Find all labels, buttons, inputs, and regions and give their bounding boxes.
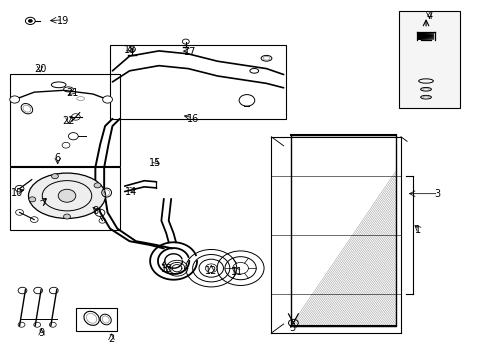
Circle shape <box>63 214 70 219</box>
Text: 12: 12 <box>204 266 217 276</box>
Text: 14: 14 <box>124 186 137 197</box>
Text: 13: 13 <box>161 264 173 274</box>
Text: 10: 10 <box>11 188 23 198</box>
Text: 20: 20 <box>34 64 46 74</box>
Bar <box>398 11 459 108</box>
Text: 17: 17 <box>183 47 196 57</box>
Text: 21: 21 <box>66 88 79 98</box>
Circle shape <box>29 197 36 202</box>
Text: 19: 19 <box>56 16 69 26</box>
Circle shape <box>102 96 112 103</box>
Text: 5: 5 <box>289 323 295 333</box>
Bar <box>76 308 117 331</box>
Bar <box>290 135 395 326</box>
Ellipse shape <box>28 173 105 219</box>
Bar <box>110 45 285 119</box>
Text: 6: 6 <box>55 153 61 163</box>
Text: 16: 16 <box>186 114 199 124</box>
Text: 4: 4 <box>426 11 431 21</box>
Text: 9: 9 <box>39 328 44 338</box>
Bar <box>10 167 120 230</box>
Circle shape <box>10 96 20 103</box>
Circle shape <box>51 174 58 179</box>
Text: 18: 18 <box>123 45 136 55</box>
Text: 8: 8 <box>92 206 98 216</box>
Text: 1: 1 <box>414 225 420 235</box>
Text: 2: 2 <box>108 334 114 344</box>
Text: 15: 15 <box>149 158 162 168</box>
Text: 3: 3 <box>434 189 440 199</box>
Text: 7: 7 <box>40 198 46 208</box>
Circle shape <box>28 19 32 22</box>
Bar <box>10 74 120 166</box>
Text: 11: 11 <box>230 267 243 277</box>
Circle shape <box>94 183 101 188</box>
Text: 22: 22 <box>62 116 75 126</box>
Circle shape <box>58 189 76 202</box>
